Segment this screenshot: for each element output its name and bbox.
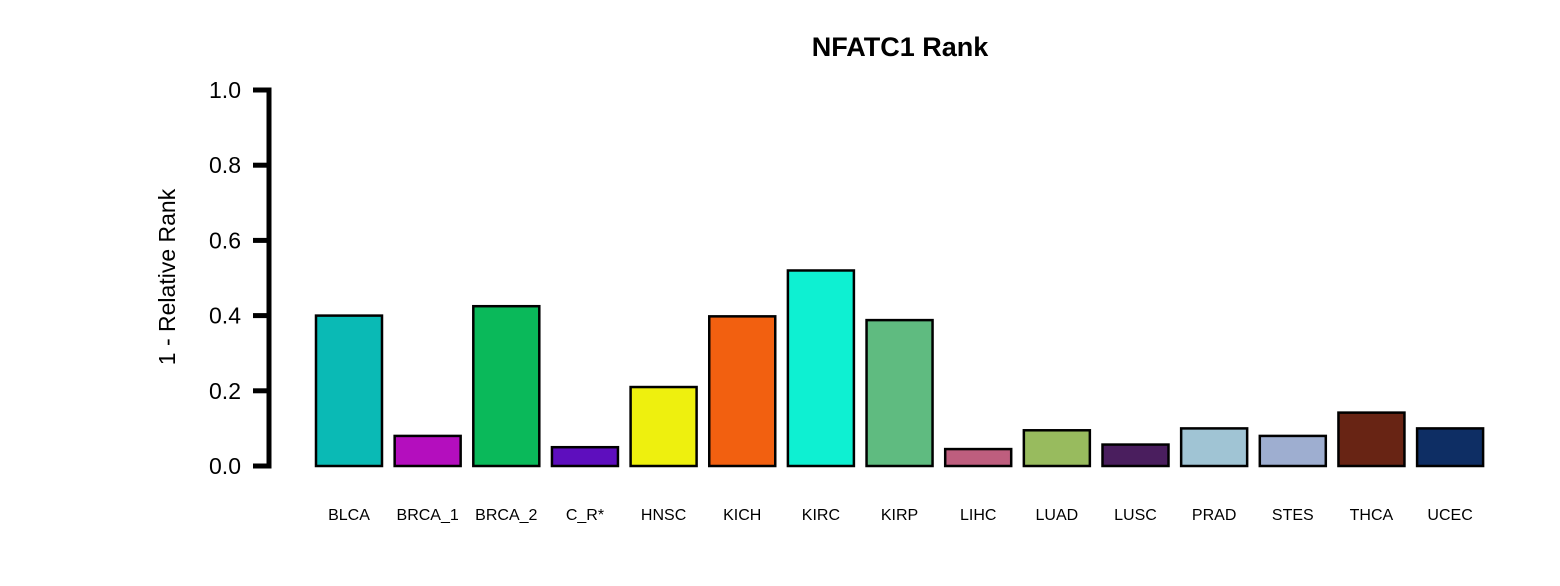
x-tick-label: BRCA_1: [397, 507, 459, 524]
bar-brca-1: [393, 434, 462, 468]
y-tick-label: 0.8: [209, 152, 241, 178]
bar-c-r: [550, 445, 620, 468]
chart-title: NFATC1 Rank: [812, 32, 990, 62]
x-tick-label: STES: [1272, 507, 1314, 524]
bar-stes: [1258, 434, 1328, 468]
x-tick-label: BLCA: [328, 507, 370, 524]
bar-prad: [1179, 427, 1249, 468]
x-tick-label: BRCA_2: [475, 507, 537, 524]
y-tick-label: 1.0: [209, 77, 241, 103]
y-axis: 0.0 0.2 0.4 0.6 0.8 1.0: [209, 77, 272, 479]
x-tick-label: C_R*: [566, 507, 604, 524]
x-tick-label: HNSC: [641, 507, 686, 524]
bar-thca: [1337, 411, 1406, 468]
y-tick-label: 0.4: [209, 303, 241, 329]
bar-kirp: [865, 318, 934, 468]
x-tick-label: KIRC: [802, 507, 840, 524]
bar-brca-2: [472, 304, 541, 468]
x-tick-label: UCEC: [1427, 507, 1472, 524]
x-tick-label: KIRP: [881, 507, 918, 524]
bar-hnsc: [629, 385, 698, 468]
x-tick-label: THCA: [1350, 507, 1394, 524]
bar-kirc: [786, 269, 856, 468]
x-tick-label: KICH: [723, 507, 761, 524]
y-tick-label: 0.2: [209, 378, 241, 404]
y-axis-label: 1 - Relative Rank: [154, 188, 180, 365]
bar-lusc: [1101, 443, 1170, 468]
x-tick-label: PRAD: [1192, 507, 1236, 524]
x-tick-label: LUAD: [1036, 507, 1079, 524]
y-tick-label: 0.0: [209, 453, 241, 479]
x-tick-label: LIHC: [960, 507, 996, 524]
y-tick-label: 0.6: [209, 227, 241, 253]
bar-kich: [708, 315, 777, 468]
x-tick-label: LUSC: [1114, 507, 1157, 524]
bars: [314, 269, 1485, 468]
bar-ucec: [1415, 427, 1485, 468]
bar-blca: [314, 314, 384, 468]
bar-lihc: [943, 447, 1013, 468]
x-axis-labels: BLCA BRCA_1 BRCA_2 C_R* HNSC KICH KIRC KIRP LIHC…: [328, 507, 1473, 524]
bar-luad: [1022, 429, 1092, 468]
